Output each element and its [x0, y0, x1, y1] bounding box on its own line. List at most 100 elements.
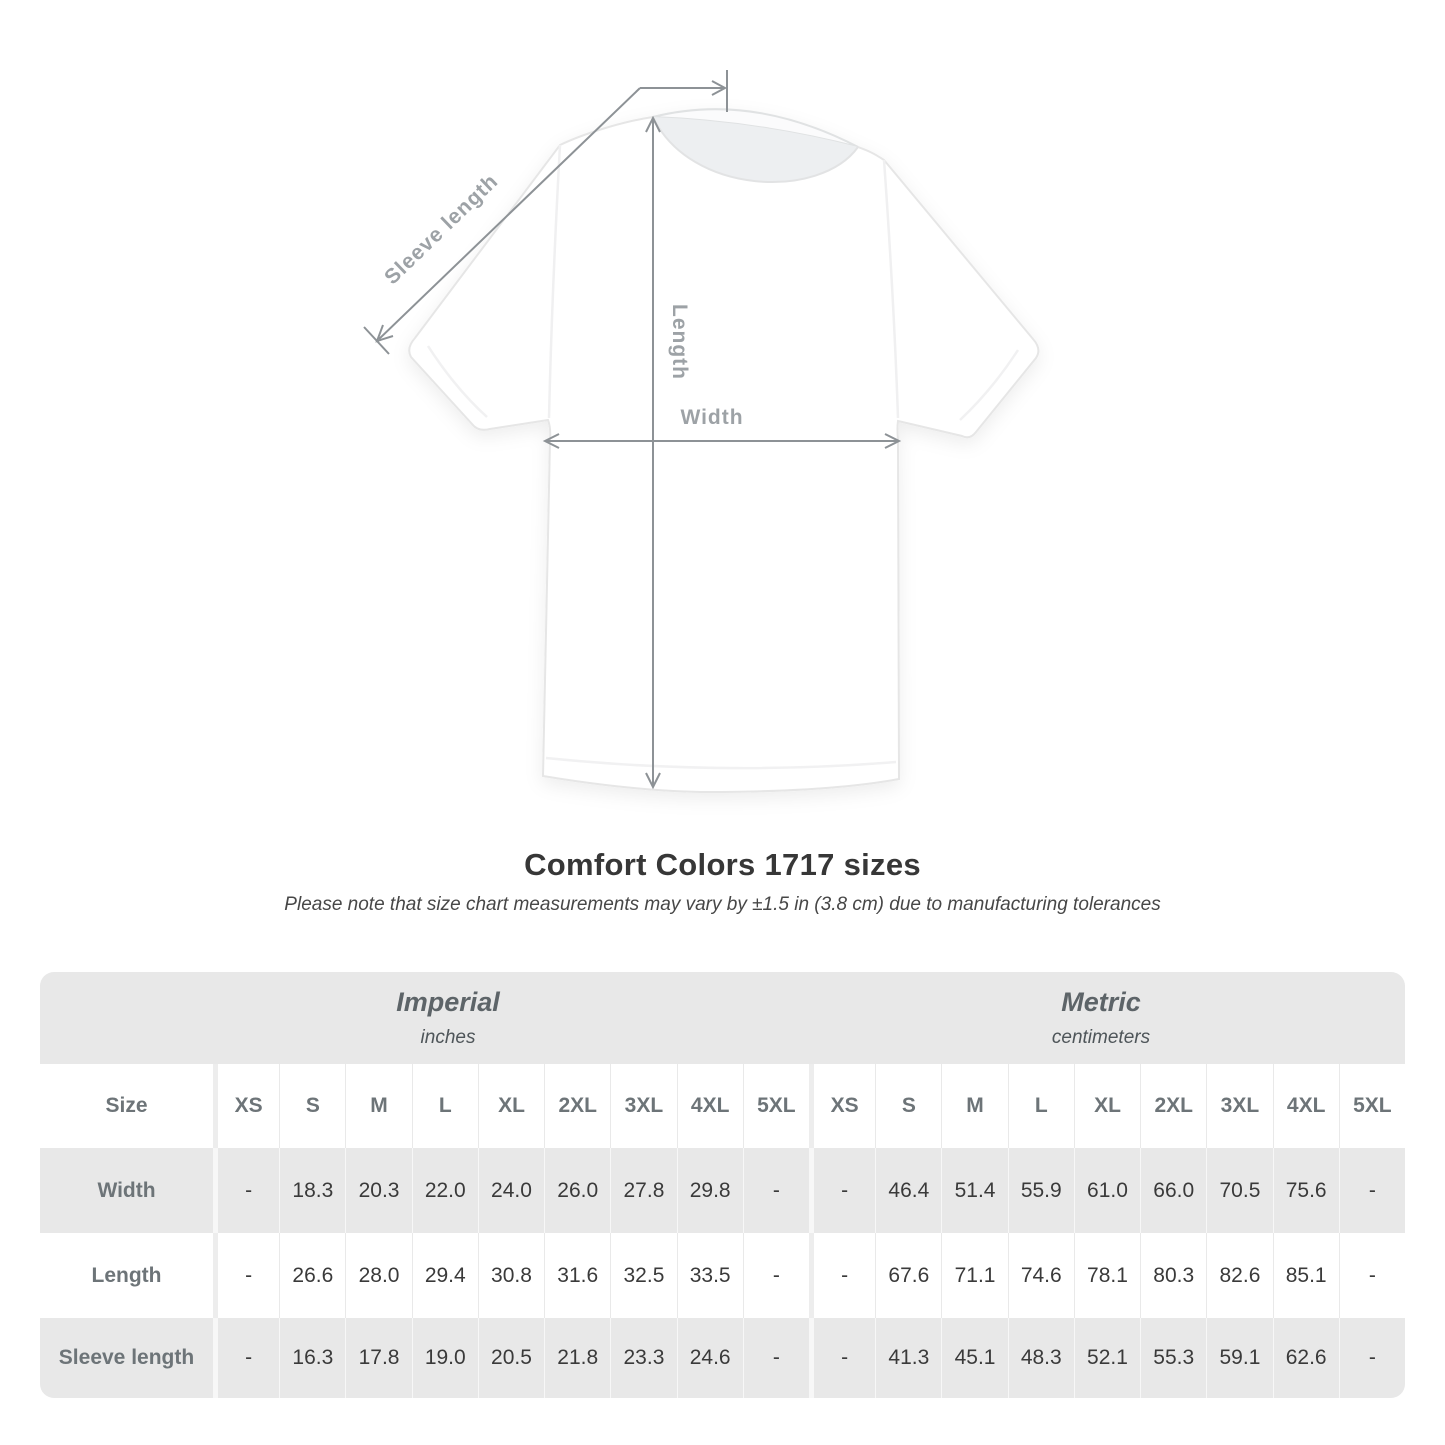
size-col-header: 3XL [610, 1064, 676, 1148]
measurement-cell: 17.8 [345, 1318, 411, 1398]
tshirt-left-cuff-stitch [426, 345, 488, 418]
measurement-cell: 71.1 [941, 1233, 1007, 1318]
measurement-cell: 19.0 [411, 1318, 478, 1398]
page-title: Comfort Colors 1717 sizes [524, 847, 921, 882]
measurement-cell: 41.3 [875, 1318, 941, 1398]
measurement-cell: 66.0 [1140, 1148, 1206, 1233]
sleeve-arrowhead-right [711, 80, 728, 96]
size-col-header: L [411, 1064, 478, 1148]
size-col-header: 2XL [1140, 1064, 1206, 1148]
metric-header: Metric centimeters [1052, 987, 1150, 1049]
size-col-header: 2XL [544, 1064, 610, 1148]
measurement-cell: - [742, 1318, 809, 1398]
length-label: Length [668, 304, 691, 380]
measurement-cell: - [742, 1233, 809, 1318]
length-arrowhead-top [645, 115, 661, 133]
measurement-cell: - [1338, 1233, 1405, 1318]
width-arrowhead-left [542, 433, 560, 449]
sleeve-end-tick [363, 326, 390, 355]
size-col-header: XS [213, 1064, 279, 1148]
sleeve-diagonal-line [378, 87, 641, 340]
measurement-cell: 29.4 [411, 1233, 478, 1318]
measurement-cell: - [213, 1148, 279, 1233]
tshirt-right-cuff-stitch [959, 349, 1020, 421]
measurement-cell: - [808, 1148, 875, 1233]
size-col-header: S [279, 1064, 345, 1148]
measurement-cell: 21.8 [544, 1318, 610, 1398]
measurement-cell: 23.3 [610, 1318, 676, 1398]
measurement-cell: 46.4 [875, 1148, 941, 1233]
measurement-cell: - [1338, 1318, 1405, 1398]
measurement-cell: 29.8 [676, 1148, 743, 1233]
measurement-cell: 85.1 [1272, 1233, 1339, 1318]
size-col-header: XS [808, 1064, 875, 1148]
width-label: Width [680, 406, 743, 429]
tshirt-right-seam [882, 159, 900, 419]
unit-header-band: Imperial inches Metric centimeters [40, 972, 1405, 1064]
width-arrowhead-right [884, 433, 902, 449]
tshirt-left-seam [547, 144, 562, 419]
size-table-body: Size XS S M L XL 2XL 3XL 4XL 5XL XS S M L XL 2XL 3XL 4XL… [40, 1064, 1405, 1398]
imperial-title: Imperial [396, 987, 500, 1017]
table-row-length: Length -26.6 28.0 29.4 30.8 31.6 32.5 33.5- -67… [40, 1233, 1405, 1318]
measurement-cell: 20.5 [477, 1318, 544, 1398]
measurement-cell: 45.1 [941, 1318, 1007, 1398]
measurement-cell: 27.8 [610, 1148, 676, 1233]
measurement-cell: 80.3 [1140, 1233, 1206, 1318]
row-label-width: Width [97, 1178, 156, 1202]
measurement-cell: 31.6 [544, 1233, 610, 1318]
tshirt-measurement-diagram: Sleeve length Length Width [363, 70, 1040, 794]
size-col-header: M [345, 1064, 411, 1148]
tshirt-collar-opening [653, 117, 858, 183]
row-label-length: Length [91, 1263, 162, 1287]
size-header-row: Size XS S M L XL 2XL 3XL 4XL 5XL XS S M L XL 2XL 3XL 4XL… [40, 1064, 1405, 1148]
size-col-header: 4XL [1272, 1064, 1339, 1148]
measurement-cell: 26.0 [544, 1148, 610, 1233]
size-col-header: L [1007, 1064, 1074, 1148]
measurement-cell: 30.8 [477, 1233, 544, 1318]
measurement-cell: 18.3 [279, 1148, 345, 1233]
tolerance-note: Please note that size chart measurements… [284, 894, 1161, 915]
size-col-header: XL [477, 1064, 544, 1148]
measurement-cell: - [808, 1318, 875, 1398]
measurement-cell: 74.6 [1007, 1233, 1074, 1318]
measurement-cell: - [213, 1318, 279, 1398]
measurement-cell: 78.1 [1073, 1233, 1140, 1318]
metric-title: Metric [1061, 987, 1141, 1017]
imperial-header: Imperial inches [396, 987, 500, 1049]
size-column-label: Size [105, 1094, 148, 1117]
measurement-cell: 48.3 [1007, 1318, 1074, 1398]
size-col-header: 4XL [676, 1064, 743, 1148]
measurement-cell: 20.3 [345, 1148, 411, 1233]
measurement-cell: - [808, 1233, 875, 1318]
measurement-cell: 24.6 [676, 1318, 743, 1398]
measurement-cell: 75.6 [1272, 1148, 1339, 1233]
size-col-header: 5XL [1338, 1064, 1405, 1148]
measurement-cell: 55.9 [1007, 1148, 1074, 1233]
measurement-cell: - [742, 1148, 809, 1233]
measurement-cell: 51.4 [941, 1148, 1007, 1233]
measurement-cell: 33.5 [676, 1233, 743, 1318]
measurement-cell: 26.6 [279, 1233, 345, 1318]
tshirt-front-neckline [652, 116, 859, 183]
measurement-cell: 28.0 [345, 1233, 411, 1318]
size-col-header: 3XL [1206, 1064, 1272, 1148]
metric-unit: centimeters [1051, 1027, 1151, 1048]
measurement-cell: 22.0 [411, 1148, 478, 1233]
length-arrowhead-bottom [645, 772, 661, 790]
tshirt-hem-stitch [545, 756, 897, 770]
measurement-cell: 59.1 [1206, 1318, 1272, 1398]
measurement-cell: - [1338, 1148, 1405, 1233]
measurement-cell: 24.0 [477, 1148, 544, 1233]
size-table: Imperial inches Metric centimeters Size … [40, 972, 1405, 1398]
size-col-header: M [941, 1064, 1007, 1148]
measurement-cell: 70.5 [1206, 1148, 1272, 1233]
size-col-header: 5XL [742, 1064, 809, 1148]
measurement-cell: 32.5 [610, 1233, 676, 1318]
imperial-unit: inches [420, 1027, 476, 1048]
tshirt-body [408, 108, 1040, 794]
measurement-cell: 52.1 [1073, 1318, 1140, 1398]
tshirt-illustration [408, 108, 1040, 794]
measurement-cell: 62.6 [1272, 1318, 1339, 1398]
